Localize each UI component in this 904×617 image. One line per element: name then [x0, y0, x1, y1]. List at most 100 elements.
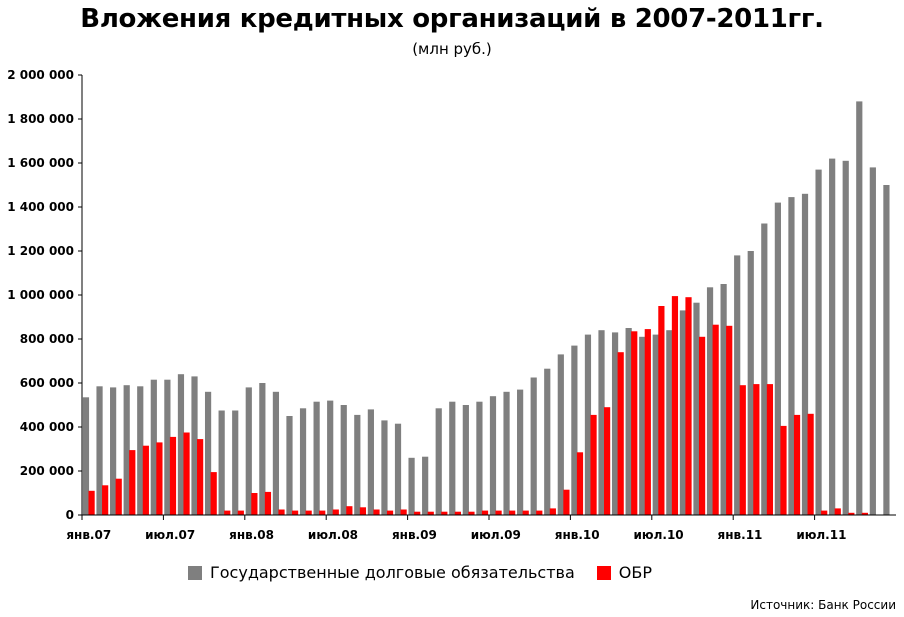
bar-gov-bonds	[354, 414, 361, 515]
bar-obr	[658, 306, 665, 515]
bar-gov-bonds	[110, 387, 117, 515]
bar-gov-bonds	[286, 416, 293, 515]
bar-gov-bonds	[503, 391, 510, 515]
legend-swatch-gov-bonds	[188, 565, 202, 580]
x-tick-label: июл.10	[634, 528, 684, 542]
legend: Государственные долговые обязательства О…	[188, 563, 674, 582]
bar-obr	[631, 331, 638, 515]
x-tick-label: янв.10	[555, 528, 600, 542]
bar-gov-bonds	[774, 202, 781, 515]
bar-obr	[414, 511, 421, 515]
bar-chart: 0 200 000 400 000 600 000 800 000 1 000 000 1 …	[7, 68, 896, 542]
bar-obr	[264, 491, 272, 515]
bar-gov-bonds	[259, 383, 266, 515]
chart-subtitle: (млн руб.)	[412, 40, 492, 58]
bar-gov-bonds	[340, 405, 347, 515]
bar-gov-bonds	[571, 345, 578, 515]
bar-obr	[495, 510, 502, 515]
bar-obr	[509, 510, 516, 515]
bar-obr	[102, 485, 109, 515]
bar-obr	[278, 509, 285, 515]
bar-gov-bonds	[639, 336, 646, 515]
y-tick-labels: 0 200 000 400 000 600 000 800 000 1 000 000 1 …	[7, 68, 74, 522]
bar-gov-bonds	[422, 456, 429, 515]
x-tick-label: янв.11	[718, 528, 763, 542]
bar-gov-bonds	[367, 409, 374, 515]
bar-obr	[861, 512, 868, 515]
x-tick-label: янв.07	[66, 528, 111, 542]
legend-item-obr: ОБР	[596, 563, 652, 582]
y-tick-label: 1 000 000	[7, 288, 74, 302]
bar-gov-bonds	[408, 457, 415, 515]
bar-obr	[197, 439, 204, 515]
bar-obr	[129, 450, 136, 515]
y-tick-label: 600 000	[20, 376, 74, 390]
x-tick-label: июл.07	[145, 528, 195, 542]
bar-gov-bonds	[530, 377, 537, 515]
source-note: Источник: Банк России	[750, 598, 896, 612]
bar-obr	[115, 478, 122, 515]
bar-gov-bonds	[883, 185, 890, 515]
bar-gov-bonds	[734, 255, 741, 515]
y-tick-label: 400 000	[20, 420, 74, 434]
bar-gov-bonds	[299, 408, 307, 515]
bar-obr	[427, 511, 434, 515]
bar-obr	[468, 511, 475, 515]
bar-gov-bonds	[598, 330, 605, 515]
bar-obr	[291, 510, 299, 515]
bar-obr	[739, 385, 746, 515]
bar-obr	[210, 472, 217, 515]
y-tick-label: 1 400 000	[7, 200, 74, 214]
bar-obr	[359, 507, 367, 515]
bar-gov-bonds	[869, 167, 876, 515]
bar-gov-bonds	[856, 101, 863, 516]
bar-obr	[807, 413, 814, 515]
chart-title: Вложения кредитных организаций в 2007-20…	[80, 4, 824, 34]
bar-obr	[332, 509, 339, 515]
bar-gov-bonds	[517, 389, 524, 515]
bar-gov-bonds	[232, 410, 239, 515]
bar-obr	[576, 452, 584, 515]
bar-obr	[522, 510, 529, 515]
bar-gov-bonds	[476, 401, 483, 515]
bar-gov-bonds	[666, 330, 673, 515]
x-tick-label: июл.09	[471, 528, 521, 542]
bar-obr	[821, 510, 828, 515]
bar-obr	[590, 414, 597, 515]
bar-obr	[386, 510, 394, 515]
bar-obr	[169, 436, 177, 515]
x-tick-label: июл.08	[308, 528, 358, 542]
bar-obr	[346, 506, 353, 515]
bar-gov-bonds	[96, 386, 103, 515]
bar-obr	[454, 511, 461, 515]
bar-gov-bonds	[82, 397, 90, 515]
bar-gov-bonds	[706, 287, 714, 515]
y-tick-label: 1 200 000	[7, 244, 74, 258]
bar-obr	[685, 297, 692, 515]
bar-gov-bonds	[150, 379, 157, 515]
bar-gov-bonds	[449, 401, 456, 515]
bar-gov-bonds	[394, 423, 402, 515]
bar-gov-bonds	[462, 405, 469, 515]
bar-obr	[156, 442, 163, 515]
bar-obr	[726, 325, 733, 515]
bar-gov-bonds	[747, 251, 754, 515]
bar-gov-bonds	[313, 401, 320, 515]
bar-gov-bonds	[191, 376, 198, 515]
y-tick-label: 0	[66, 508, 74, 522]
legend-label-gov-bonds: Государственные долговые обязательства	[210, 563, 575, 582]
bar-gov-bonds	[272, 391, 280, 515]
bar-obr	[549, 508, 556, 515]
bar-gov-bonds	[584, 334, 592, 515]
bar-obr	[142, 445, 149, 515]
bar-obr	[536, 510, 543, 515]
bar-obr	[88, 490, 95, 515]
bar-obr	[780, 425, 787, 515]
bar-gov-bonds	[544, 368, 551, 515]
bar-obr	[604, 407, 611, 515]
bar-gov-bonds	[123, 385, 130, 515]
bar-gov-bonds	[204, 391, 212, 515]
bar-gov-bonds	[693, 302, 700, 515]
bar-obr	[400, 509, 407, 515]
legend-label-obr: ОБР	[618, 563, 652, 582]
